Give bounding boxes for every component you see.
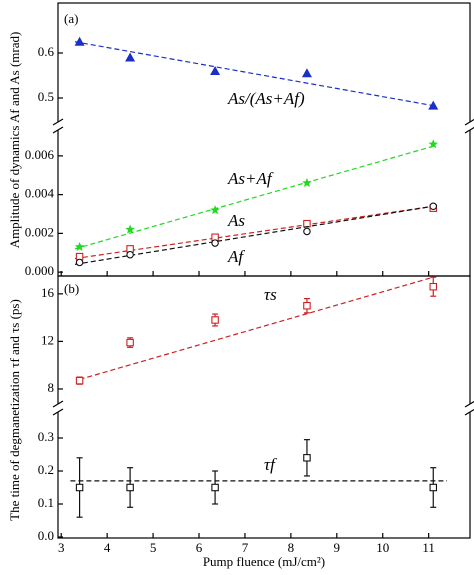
point: [428, 139, 439, 149]
point: [75, 483, 84, 492]
point: [429, 282, 438, 291]
y-tick-label: 0.002: [25, 224, 54, 239]
fit-line: [74, 41, 434, 107]
axis-break-gap: [464, 122, 474, 130]
fit-line: [74, 145, 434, 250]
series-label: Af: [227, 247, 245, 266]
point: [211, 483, 219, 492]
point: [126, 250, 134, 259]
x-axis-label: Pump fluence (mJ/cm²): [203, 554, 325, 569]
axis-break: [464, 408, 474, 416]
y-tick-label: 0.6: [38, 44, 55, 59]
axis-break-gap: [52, 122, 64, 130]
point: [303, 454, 311, 462]
x-tick-label: 8: [288, 540, 295, 555]
point: [75, 258, 84, 267]
y-tick-label: 0.1: [38, 495, 54, 510]
axis-break: [52, 118, 64, 126]
point: [428, 100, 439, 110]
y-tick-label: 8: [48, 380, 55, 395]
y-tick-label: 0.004: [25, 186, 55, 201]
x-tick-label: 4: [104, 540, 111, 555]
point: [302, 178, 312, 188]
point: [303, 301, 311, 310]
x-tick-label: 5: [150, 540, 157, 555]
point: [74, 36, 85, 46]
point: [210, 205, 220, 215]
plot-frame: [57, 2, 471, 277]
x-tick-label: 6: [196, 540, 203, 555]
axis-break: [52, 400, 64, 408]
y-tick-label: 0.5: [38, 89, 54, 104]
axis-break: [52, 408, 64, 416]
panel-label: (a): [64, 11, 78, 26]
axis-break-gap: [52, 404, 64, 412]
point: [126, 338, 134, 347]
series-label: τs: [264, 285, 277, 304]
point: [211, 316, 219, 324]
y-tick-label: 0.006: [25, 147, 55, 162]
axis-break: [464, 126, 474, 134]
x-tick-label: 3: [58, 540, 65, 555]
y-tick-label: 0.000: [25, 263, 54, 278]
fit-line: [74, 205, 434, 260]
point: [75, 376, 84, 385]
point: [429, 202, 438, 211]
axis-break: [464, 118, 474, 126]
point: [301, 68, 312, 78]
axis-break: [464, 400, 474, 408]
fit-line: [74, 205, 434, 265]
x-tick-label: 11: [422, 540, 435, 555]
y-axis-label: The time of degmanetization τf and τs (p…: [7, 299, 22, 521]
series-label: As/(As+Af): [227, 89, 305, 108]
series-label: τf: [264, 455, 277, 474]
panel-label: (b): [64, 281, 79, 296]
point: [303, 219, 311, 228]
axis-break-gap: [464, 404, 474, 412]
x-tick-label: 9: [334, 540, 341, 555]
y-tick-label: 0.3: [38, 429, 54, 444]
point: [210, 66, 221, 75]
y-tick-label: 0.0: [38, 528, 54, 543]
y-axis-label: Amplitude of dynamics Af and As (mrad): [7, 32, 22, 249]
y-tick-label: 16: [41, 285, 55, 300]
point: [125, 52, 136, 62]
y-tick-label: 0.2: [38, 462, 54, 477]
y-tick-label: 12: [41, 332, 54, 347]
plot-frame: [57, 275, 471, 539]
point: [125, 224, 135, 234]
fit-line: [79, 276, 434, 381]
axis-break: [52, 126, 64, 134]
point: [74, 241, 85, 251]
point: [429, 483, 438, 492]
x-tick-label: 7: [242, 540, 249, 555]
point: [126, 483, 134, 492]
x-tick-label: 10: [376, 540, 389, 555]
point: [211, 239, 219, 247]
series-label: As+Af: [227, 169, 274, 188]
series-label: As: [227, 211, 245, 230]
point: [303, 227, 311, 236]
